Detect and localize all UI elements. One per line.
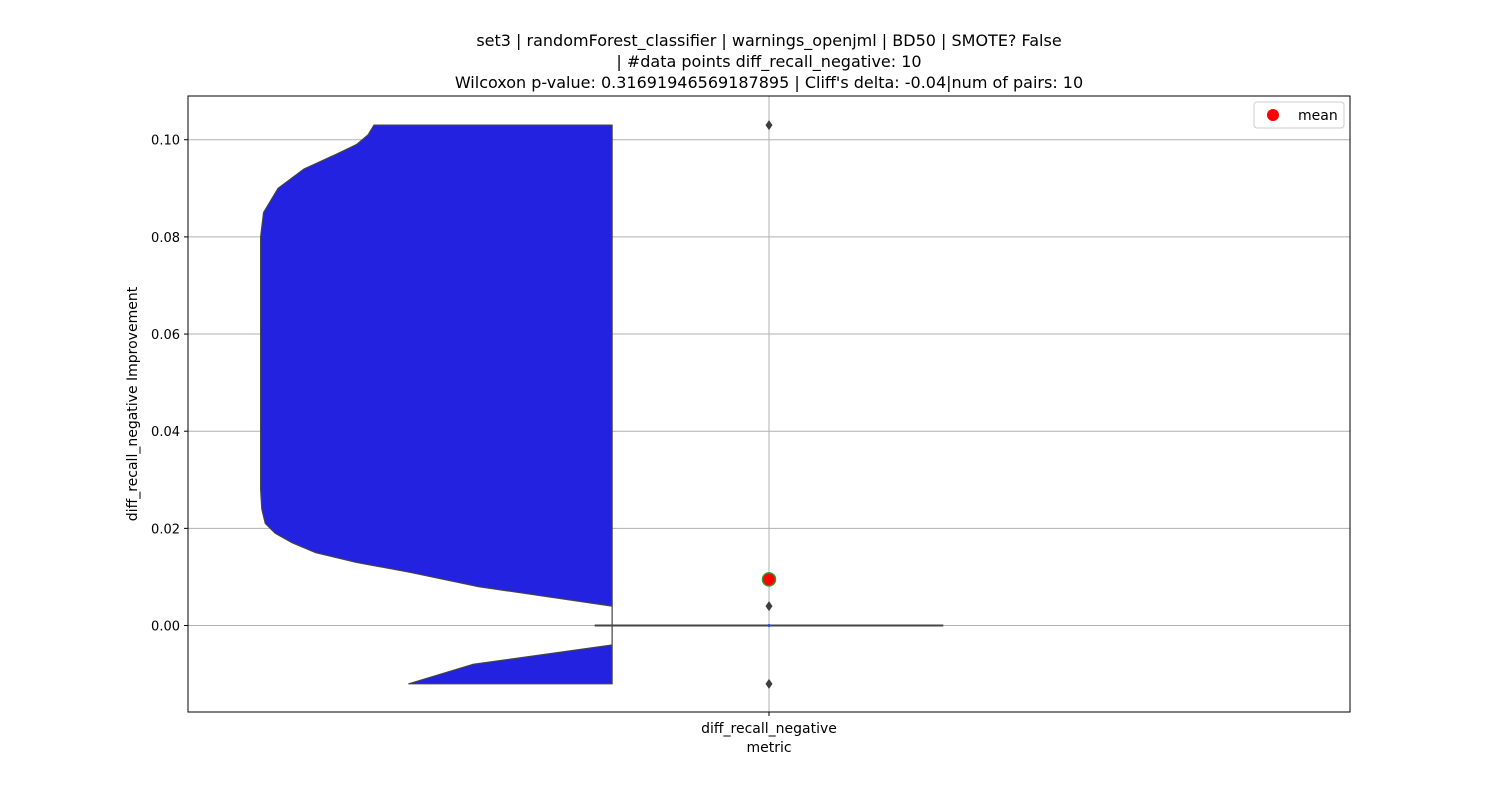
y-tick-label: 0.04 xyxy=(151,425,180,440)
y-axis-label: diff_recall_negative Improvement xyxy=(125,286,141,521)
chart-title: set3 | randomForest_classifier | warning… xyxy=(455,31,1083,92)
y-tick-label: 0.06 xyxy=(151,328,180,343)
outlier-marker xyxy=(765,601,773,612)
title-line-2: | #data points diff_recall_negative: 10 xyxy=(616,52,921,72)
legend: mean xyxy=(1253,101,1345,129)
x-axis: diff_recall_negative xyxy=(701,712,837,737)
y-tick-label: 0.02 xyxy=(151,522,180,537)
y-tick-label: 0.10 xyxy=(151,134,180,149)
box-center-dot xyxy=(767,623,771,628)
x-tick-label: diff_recall_negative xyxy=(701,721,837,737)
y-tick-label: 0.00 xyxy=(151,620,180,635)
legend-box xyxy=(1253,101,1345,129)
outlier-marker xyxy=(765,120,773,131)
title-line-3: Wilcoxon p-value: 0.31691946569187895 | … xyxy=(455,73,1083,92)
title-line-1: set3 | randomForest_classifier | warning… xyxy=(476,31,1061,51)
mean-marker xyxy=(761,572,777,587)
violin-series xyxy=(260,124,613,685)
boxplot-series xyxy=(594,120,944,689)
outlier-marker xyxy=(765,678,773,689)
legend-mean-marker xyxy=(1267,109,1279,121)
y-axis: 0.00 0.02 0.04 0.06 0.08 0.10 xyxy=(151,134,188,635)
legend-mean-label: mean xyxy=(1298,108,1338,124)
y-tick-label: 0.08 xyxy=(151,231,180,246)
x-axis-label: metric xyxy=(746,740,791,756)
violin-body xyxy=(260,124,613,685)
